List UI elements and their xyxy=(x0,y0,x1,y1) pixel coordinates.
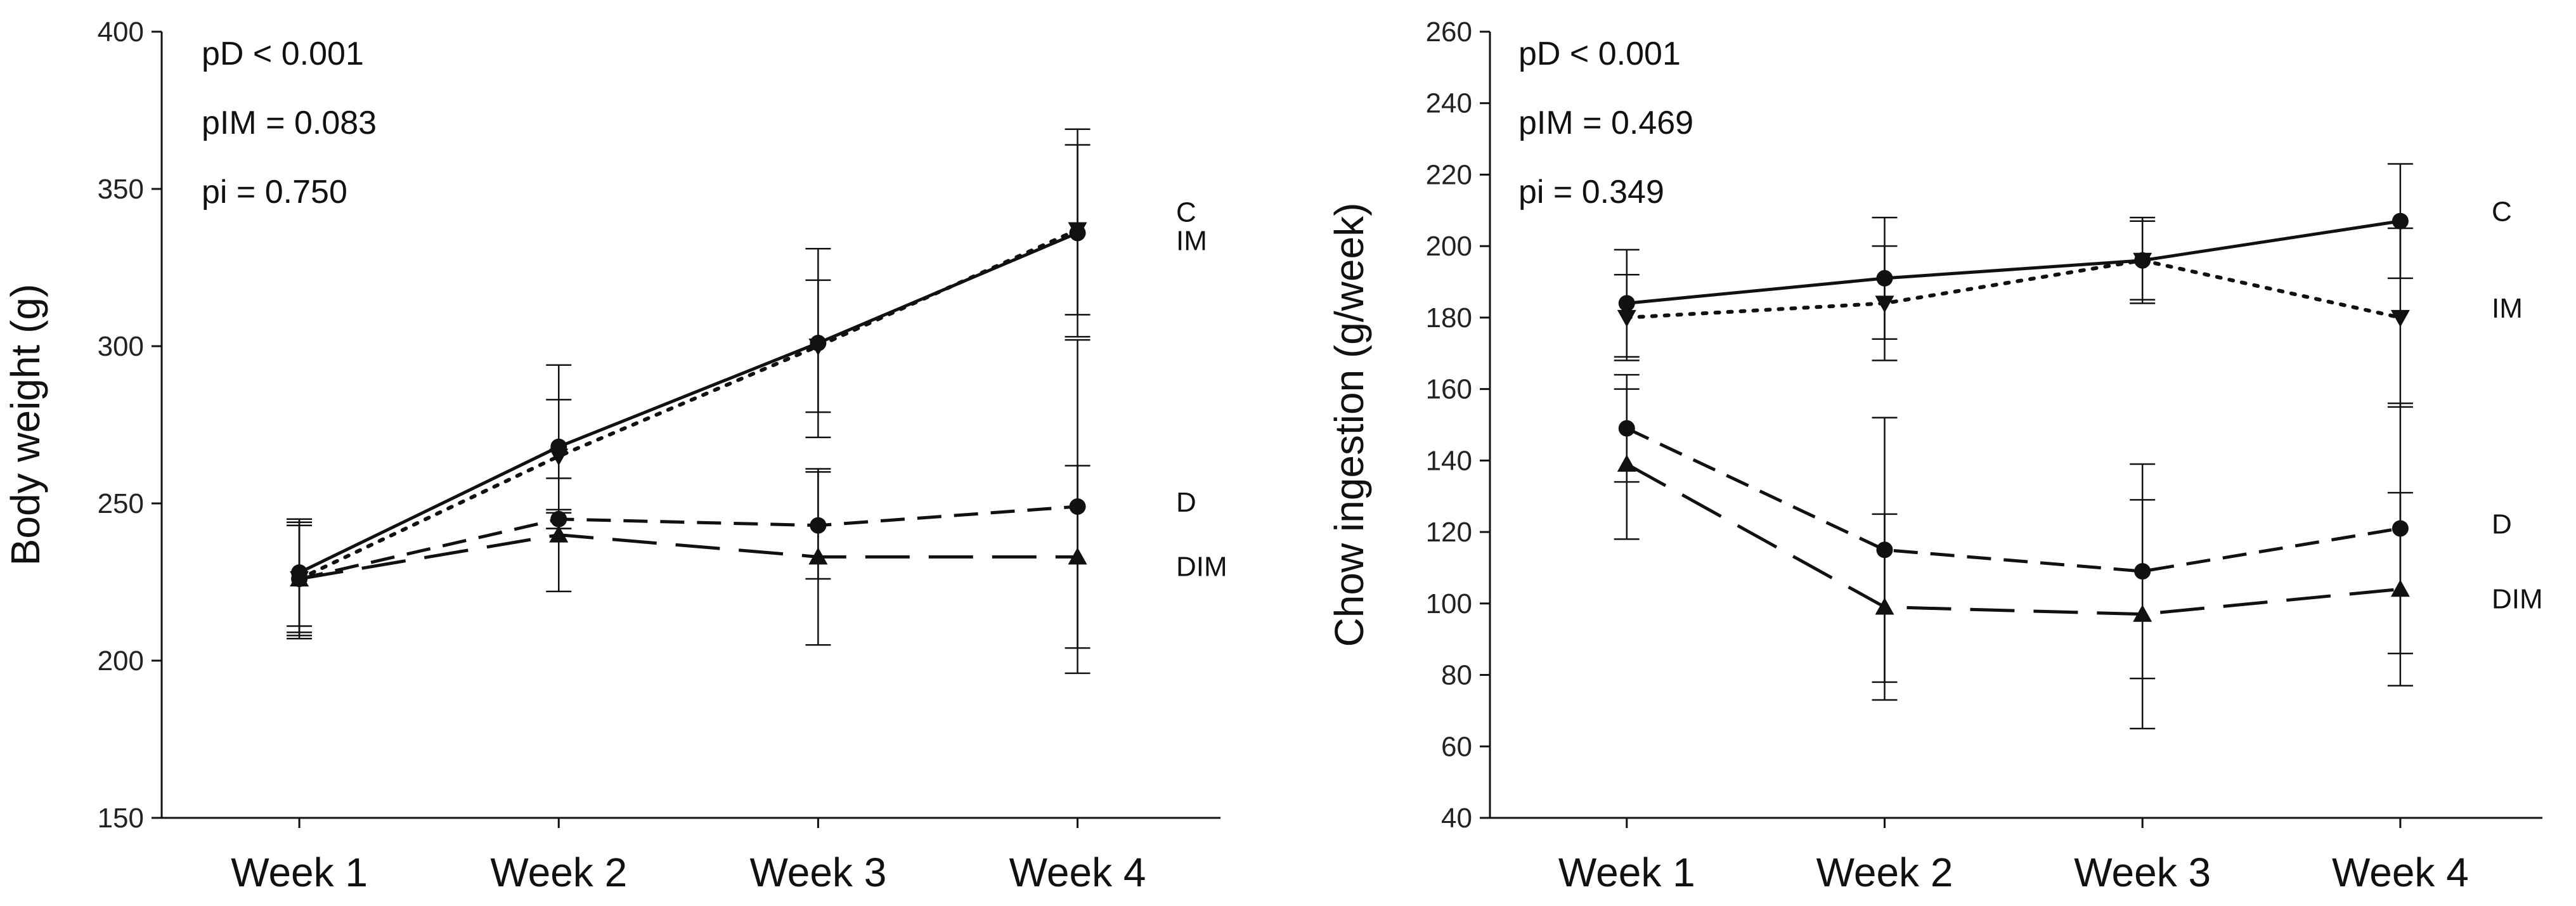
series-dim: DIM xyxy=(287,465,1227,649)
series-dim: DIM xyxy=(1614,388,2543,730)
series-label: D xyxy=(1176,487,1196,518)
data-point xyxy=(1875,295,1894,313)
x-tick-label: Week 3 xyxy=(2074,850,2211,895)
panel-chow-ingestion: 40 60 80 100 120 140 160 180 200 220 240 260 Week 1 W… xyxy=(1326,16,2543,895)
series-label: C xyxy=(2492,197,2512,228)
series-d: D xyxy=(287,339,1196,675)
data-point xyxy=(549,448,569,466)
y-tick-label: 220 xyxy=(1426,159,1472,190)
series-label: C xyxy=(1176,197,1196,228)
y-tick-label: 100 xyxy=(1426,588,1472,619)
series-d: D xyxy=(1614,373,2512,683)
series-line xyxy=(1626,427,2401,573)
series-label: DIM xyxy=(2492,583,2543,614)
y-tick-label: 400 xyxy=(98,16,144,48)
data-point xyxy=(808,339,828,356)
series-label: DIM xyxy=(1176,551,1227,582)
stat-annotation: pD < 0.001 xyxy=(202,36,364,72)
y-tick-label: 260 xyxy=(1426,16,1472,48)
data-point xyxy=(290,569,309,587)
data-point xyxy=(2133,252,2152,270)
y-tick-label: 140 xyxy=(1426,445,1472,476)
y-tick-label: 300 xyxy=(98,331,144,362)
data-point xyxy=(2390,309,2410,327)
data-point xyxy=(1068,222,1087,240)
data-point xyxy=(808,547,828,565)
y-tick-label: 350 xyxy=(98,174,144,205)
data-point xyxy=(2133,604,2152,622)
x-tick-label: Week 2 xyxy=(490,850,627,895)
data-point xyxy=(1875,597,1894,615)
series-im: IM xyxy=(287,144,1207,637)
y-tick-label: 160 xyxy=(1426,374,1472,405)
series-label: D xyxy=(2492,508,2512,540)
series-line xyxy=(1626,219,2401,305)
data-point xyxy=(1068,547,1087,565)
x-tick-label: Week 4 xyxy=(1009,850,1146,895)
series-im: IM xyxy=(1614,216,2523,408)
series-line xyxy=(1626,462,2401,616)
series-line xyxy=(1624,258,2402,320)
x-tick-label: Week 1 xyxy=(1558,850,1695,895)
series-label: IM xyxy=(1176,225,1207,256)
y-axis-title: Chow ingestion (g/week) xyxy=(1326,203,1372,647)
series-c: C xyxy=(1614,163,2512,358)
y-tick-label: 240 xyxy=(1426,88,1472,119)
data-point xyxy=(2390,579,2410,597)
y-tick-label: 120 xyxy=(1426,517,1472,548)
y-axis-title: Body weight (g) xyxy=(3,284,48,566)
series-line xyxy=(297,228,1080,581)
x-tick-label: Week 1 xyxy=(231,850,368,895)
y-tick-label: 80 xyxy=(1441,660,1472,691)
y-tick-label: 200 xyxy=(98,645,144,676)
stat-annotation: pi = 0.750 xyxy=(202,174,347,210)
data-point xyxy=(2392,212,2409,230)
data-point xyxy=(1617,455,1636,472)
y-tick-label: 40 xyxy=(1441,803,1472,834)
stat-annotation: pIM = 0.469 xyxy=(1518,105,1693,141)
series-label: IM xyxy=(2492,293,2523,324)
series-line xyxy=(299,505,1078,581)
stat-annotation: pD < 0.001 xyxy=(1518,36,1681,72)
y-tick-label: 150 xyxy=(98,803,144,834)
y-tick-label: 250 xyxy=(98,488,144,519)
x-tick-label: Week 2 xyxy=(1816,850,1953,895)
stat-annotation: pIM = 0.083 xyxy=(202,105,377,141)
y-tick-label: 200 xyxy=(1426,231,1472,262)
y-tick-label: 60 xyxy=(1441,731,1472,762)
series-line xyxy=(299,533,1078,581)
stat-annotation: pi = 0.349 xyxy=(1518,174,1664,210)
data-point xyxy=(549,525,569,543)
x-tick-label: Week 4 xyxy=(2332,850,2469,895)
panel-body-weight: 150 200 250 300 350 400 Week 1 Week 2 Week 3 Week… xyxy=(3,16,1227,895)
data-point xyxy=(1617,309,1636,327)
x-tick-label: Week 3 xyxy=(749,850,886,895)
y-tick-label: 180 xyxy=(1426,302,1472,333)
